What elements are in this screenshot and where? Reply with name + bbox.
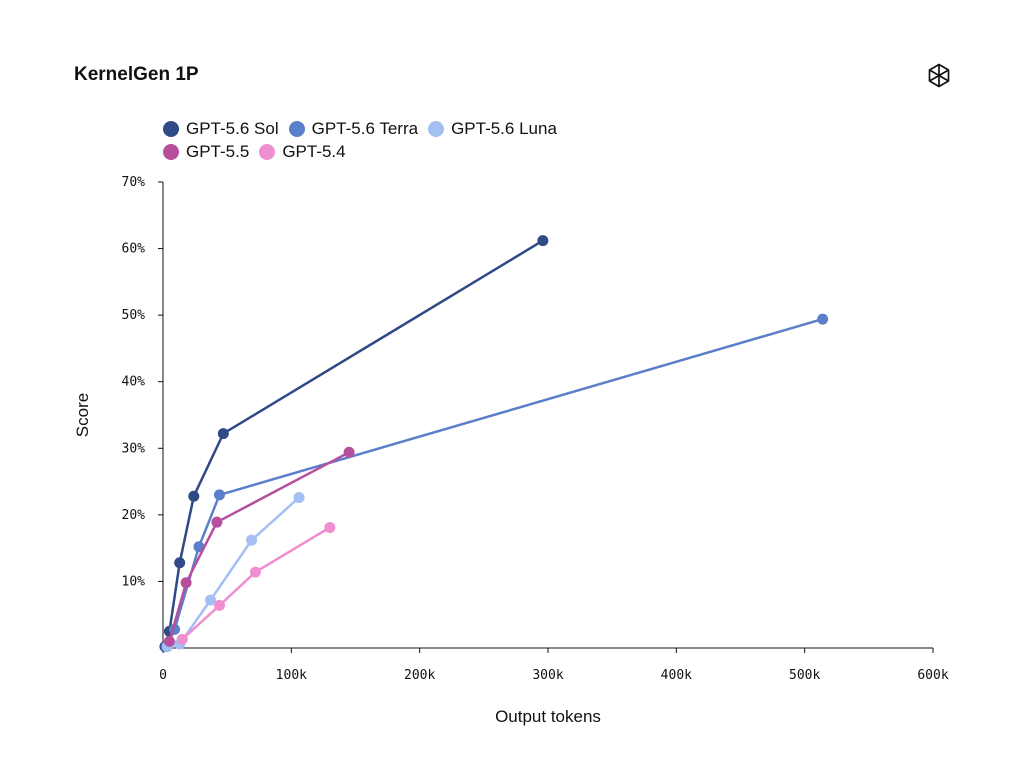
- y-tick-label: 20%: [122, 508, 146, 523]
- legend-item-gpt-5-6-sol: GPT-5.6 Sol: [163, 119, 279, 139]
- legend-label: GPT-5.5: [186, 141, 250, 161]
- y-tick-label: 60%: [122, 242, 146, 257]
- x-tick-label: 100k: [276, 668, 307, 683]
- series-line-gpt-5-6-luna: [166, 496, 301, 648]
- legend-row: GPT-5.6 Sol GPT-5.6 Terra GPT-5.6 Luna: [163, 117, 567, 140]
- y-tick-label: 70%: [122, 175, 146, 190]
- data-point-gpt-5-6-sol: [537, 235, 549, 247]
- data-point-gpt-5-6-luna: [204, 594, 216, 606]
- x-tick-label: 400k: [661, 668, 692, 683]
- x-tick-label: 500k: [789, 668, 820, 683]
- legend-swatch: [163, 120, 179, 137]
- chart-legend: GPT-5.6 Sol GPT-5.6 Terra GPT-5.6 Luna G…: [163, 117, 567, 163]
- data-point-gpt-5-5: [163, 635, 175, 647]
- data-point-gpt-5-6-sol: [174, 557, 186, 569]
- legend-label: GPT-5.6 Sol: [186, 118, 279, 138]
- data-point-gpt-5-5: [180, 577, 192, 589]
- data-point-gpt-5-4: [213, 599, 225, 611]
- legend-row: GPT-5.5 GPT-5.4: [163, 140, 567, 163]
- data-point-gpt-5-4: [176, 633, 188, 645]
- chart-title: KernelGen 1P: [74, 64, 199, 85]
- data-point-gpt-5-6-terra: [213, 489, 225, 501]
- x-axis-title: Output tokens: [495, 707, 601, 726]
- legend-label: GPT-5.4: [282, 141, 346, 161]
- data-point-gpt-5-6-sol: [188, 490, 200, 502]
- legend-label: GPT-5.6 Terra: [311, 118, 419, 138]
- series-line-gpt-5-5: [168, 451, 351, 643]
- legend-swatch: [288, 120, 305, 137]
- data-point-gpt-5-6-luna: [293, 492, 305, 504]
- x-tick-label: 200k: [404, 668, 435, 683]
- y-tick-label: 30%: [122, 441, 146, 456]
- data-point-gpt-5-4: [324, 522, 336, 534]
- x-tick-label: 600k: [917, 668, 948, 683]
- data-point-gpt-5-5: [343, 446, 355, 458]
- y-tick-label: 40%: [122, 375, 146, 390]
- legend-item-gpt-5-6-terra: GPT-5.6 Terra: [288, 118, 419, 139]
- openai-logo-icon: [928, 63, 950, 88]
- series-line-gpt-5-6-terra: [164, 317, 824, 648]
- data-point-gpt-5-6-terra: [817, 313, 829, 325]
- x-tick-label: 0: [159, 668, 167, 683]
- legend-swatch: [259, 143, 276, 160]
- data-point-gpt-5-5: [211, 516, 223, 528]
- legend-swatch: [428, 120, 445, 137]
- legend-swatch: [163, 143, 179, 160]
- data-point-gpt-5-4: [249, 566, 261, 578]
- y-tick-label: 10%: [122, 574, 146, 589]
- x-tick-label: 300k: [532, 668, 563, 683]
- y-axis-title: Score: [73, 393, 92, 437]
- series-line-gpt-5-4: [181, 526, 332, 641]
- legend-item-gpt-5-5: GPT-5.5: [163, 142, 249, 162]
- data-point-gpt-5-6-luna: [246, 534, 258, 546]
- data-point-gpt-5-6-sol: [217, 428, 229, 440]
- legend-label: GPT-5.6 Luna: [451, 118, 557, 138]
- legend-item-gpt-5-4: GPT-5.4: [259, 141, 346, 162]
- y-tick-label: 50%: [122, 308, 146, 323]
- legend-item-gpt-5-6-luna: GPT-5.6 Luna: [428, 119, 557, 139]
